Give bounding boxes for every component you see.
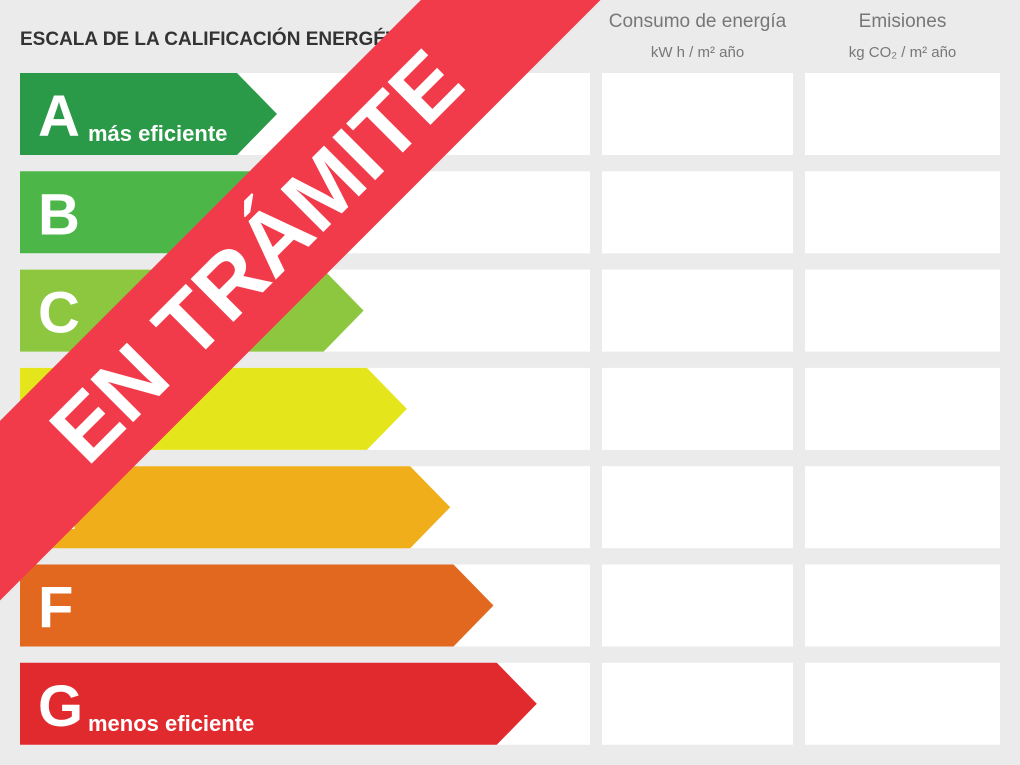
rating-arrow xyxy=(20,564,494,647)
rating-arrow xyxy=(20,466,451,549)
value-cell xyxy=(805,73,1000,155)
rating-arrow xyxy=(20,662,537,745)
value-cell xyxy=(805,367,1000,450)
value-cell xyxy=(602,73,793,155)
value-cell xyxy=(602,662,793,745)
title: ESCALA DE LA CALIFICACIÓN ENERGÉTICA xyxy=(20,28,431,50)
rating-letter: B xyxy=(38,182,80,247)
rating-label: menos eficiente xyxy=(88,711,254,736)
column-unit: kg CO₂ / m² año xyxy=(849,44,957,61)
column-title: Emisiones xyxy=(859,11,947,32)
rating-arrow xyxy=(20,73,277,155)
value-cell xyxy=(805,269,1000,352)
column-title: Consumo de energía xyxy=(609,11,787,32)
value-cell xyxy=(805,564,1000,647)
rating-label: más eficiente xyxy=(88,121,227,146)
value-cell xyxy=(602,269,793,352)
rating-letter: G xyxy=(38,674,83,739)
value-cell xyxy=(602,367,793,450)
value-cell xyxy=(602,466,793,549)
rating-letter: A xyxy=(38,84,80,149)
value-cell xyxy=(602,564,793,647)
value-cell xyxy=(805,662,1000,745)
value-cell xyxy=(602,171,793,254)
stamp-band xyxy=(0,0,757,764)
rating-letter: C xyxy=(38,281,80,346)
value-cell xyxy=(805,466,1000,549)
column-unit: kW h / m² año xyxy=(651,44,744,61)
rating-letter: F xyxy=(38,576,73,641)
value-cell xyxy=(805,171,1000,254)
